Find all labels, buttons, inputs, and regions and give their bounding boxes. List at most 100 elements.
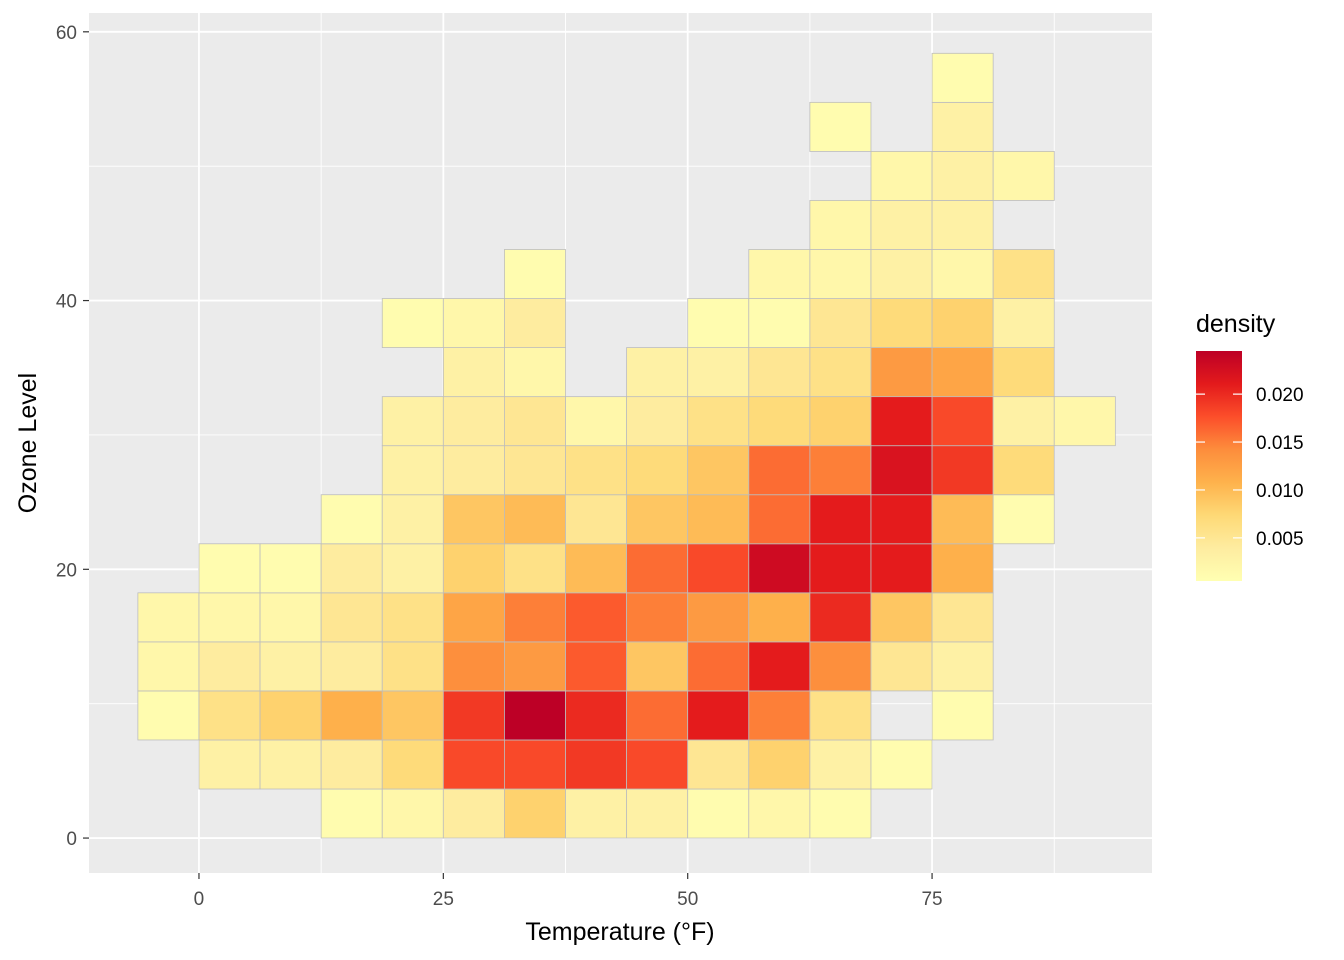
heatmap-cell [931,347,994,398]
heatmap-cell [504,347,566,398]
heatmap-cell [809,788,872,839]
heatmap-cell [687,396,750,447]
heatmap-cell [931,592,994,643]
heatmap-cell [626,494,689,545]
heatmap-cell [137,641,200,692]
y-tick-label: 20 [56,560,77,581]
heatmap-cell [687,592,750,643]
heatmap-cell [320,690,383,741]
heatmap-cell [992,396,1055,447]
heatmap-cell [992,347,1055,398]
heatmap-cell [992,494,1055,545]
heatmap-cell [992,151,1055,201]
heatmap-cell [748,445,811,496]
x-tick-label: 50 [677,889,698,910]
heatmap-cell [259,739,322,790]
heatmap-cell [748,249,811,299]
heatmap-cell [442,690,505,741]
heatmap-cell [198,690,261,741]
heatmap-cell [931,396,994,447]
heatmap-cell [442,494,505,545]
heatmap-cell [931,641,994,692]
heatmap-cell [870,543,933,594]
heatmap-cell [442,396,505,447]
heatmap-cell [870,494,933,545]
heatmap-cell [748,739,811,790]
heatmap-cell [504,592,566,643]
heatmap-cell [809,445,872,496]
legend-tick-label: 0.005 [1256,529,1304,550]
heatmap-cell [565,396,628,447]
heatmap-cell [748,298,811,348]
y-tick-label: 0 [66,829,77,850]
heatmap-cell [1053,396,1116,447]
heatmap-cell [809,298,872,348]
heatmap-cell [809,690,872,741]
legend-title: density [1196,310,1276,338]
heatmap-cell [748,690,811,741]
heatmap-cell [687,543,750,594]
heatmap-cell [992,298,1055,348]
heatmap-cell [870,298,933,348]
heatmap-cell [198,641,261,692]
heatmap-cell [809,249,872,299]
heatmap-cell [504,788,566,839]
heatmap-cell [259,641,322,692]
heatmap-cell [931,543,994,594]
heatmap-cell [687,739,750,790]
heatmap-cell [504,641,566,692]
heatmap-cell [748,641,811,692]
x-tick-label: 75 [921,889,942,910]
heatmap-cell [687,690,750,741]
heatmap-cell [748,396,811,447]
heatmap-cell [320,739,383,790]
heatmap-cell [870,445,933,496]
y-tick-label: 60 [56,23,77,44]
heatmap-cell [565,494,628,545]
heatmap-cell [809,347,872,398]
heatmap-cell [198,543,261,594]
heatmap-cell [381,641,444,692]
heatmap-cell [931,494,994,545]
heatmap-cell [137,592,200,643]
heatmap-cell [565,690,628,741]
heatmap-cell [809,592,872,643]
heatmap-cell [504,739,566,790]
y-axis-ticks: 0 20 40 60 [56,23,89,850]
heatmap-cell [931,298,994,348]
heatmap-cell [870,641,933,692]
heatmap-cell [442,739,505,790]
heatmap-cell [687,641,750,692]
heatmap-cell [320,788,383,839]
x-tick-label: 0 [194,889,205,910]
heatmap-cell [748,788,811,839]
heatmap-cell [442,543,505,594]
heatmap-cell [870,592,933,643]
heatmap-cell [626,543,689,594]
y-tick-label: 40 [56,292,77,313]
heatmap-cell [687,445,750,496]
heatmap-cell [870,396,933,447]
heatmap-cell [381,445,444,496]
heatmap-cell [381,788,444,839]
heatmap-cell [504,543,566,594]
x-tick-label: 25 [433,889,454,910]
heatmap-cell [565,788,628,839]
heatmap-cell [565,543,628,594]
heatmap-cell [931,445,994,496]
heatmap-cell [809,396,872,447]
heatmap-cell [626,445,689,496]
heatmap-cell [565,641,628,692]
heatmap-cell [748,347,811,398]
heatmap-cell [626,739,689,790]
heatmap-cell [320,592,383,643]
heatmap-cell [381,298,444,348]
heatmap-cell [809,494,872,545]
heatmap-cell [870,739,933,790]
heatmap-cell [504,298,566,348]
heatmap-cell [687,494,750,545]
y-axis-title: Ozone Level [14,373,42,513]
legend-ticks: 0.005 0.010 0.015 0.020 [1196,385,1304,550]
heatmap-cell [870,347,933,398]
heatmap-cell [626,396,689,447]
